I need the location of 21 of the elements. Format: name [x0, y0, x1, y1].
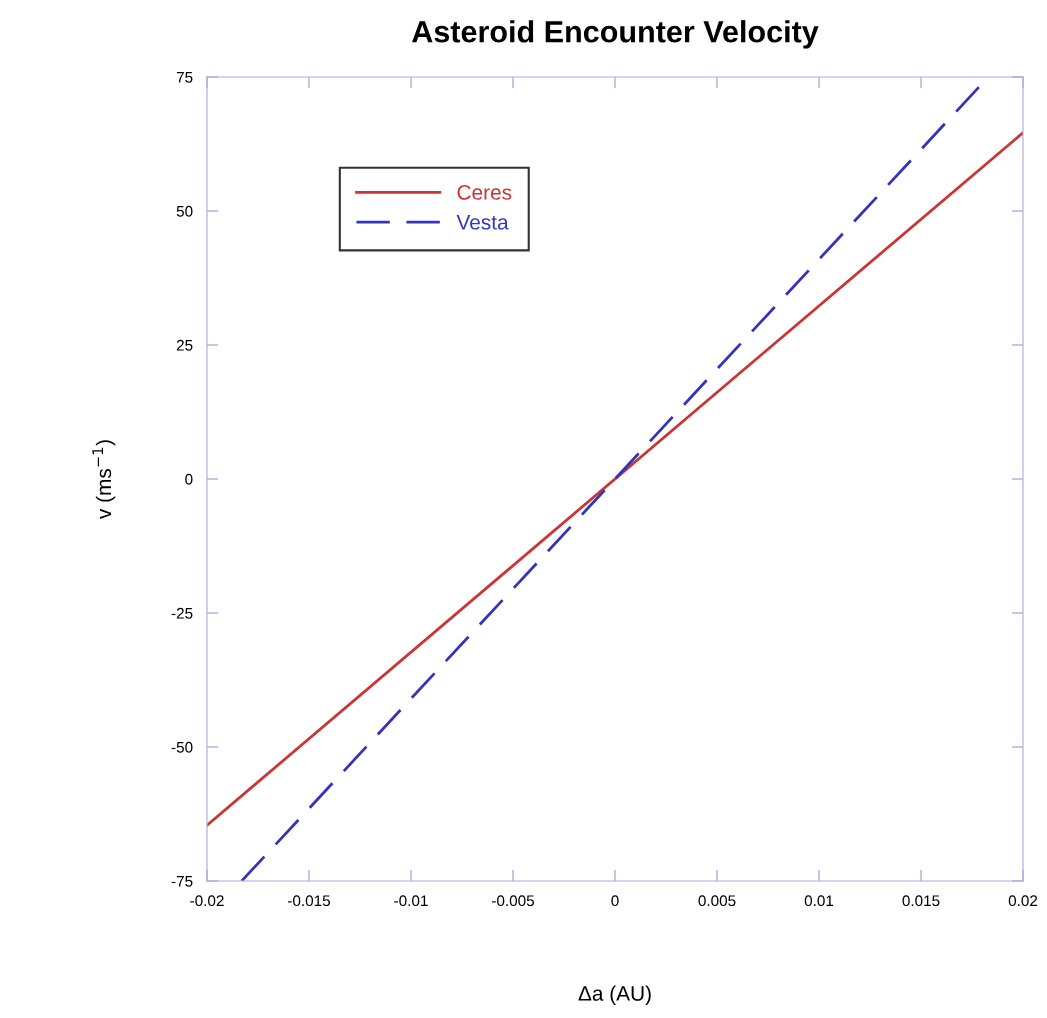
x-tick-label: 0.02: [1008, 895, 1038, 907]
x-tick-label: 0: [611, 895, 619, 907]
y-tick-label: 75: [176, 72, 193, 83]
legend-label: Vesta: [456, 215, 509, 230]
y-tick-label: 0: [185, 473, 193, 485]
y-tick-label: -25: [171, 607, 193, 619]
y-tick-label: -75: [171, 876, 193, 887]
y-axis-title: v (ms$^{−1}$): [92, 440, 116, 520]
x-tick-label: 0.005: [698, 895, 736, 907]
x-axis-title: Δa (AU): [578, 985, 651, 1005]
y-tick-label: 50: [176, 205, 193, 217]
y-tick-label: -50: [171, 741, 193, 753]
x-tick-label: -0.005: [492, 895, 535, 907]
x-tick-label: -0.02: [190, 895, 224, 907]
x-tick-label: 0.015: [902, 895, 940, 907]
chart-title: Asteroid Encounter Velocity: [412, 20, 819, 49]
x-tick-label: 0.01: [804, 895, 834, 907]
x-tick-label: -0.015: [288, 895, 331, 907]
legend-label: Ceres: [457, 185, 512, 200]
x-tick-label: -0.01: [394, 895, 428, 907]
y-tick-label: 25: [176, 339, 193, 351]
